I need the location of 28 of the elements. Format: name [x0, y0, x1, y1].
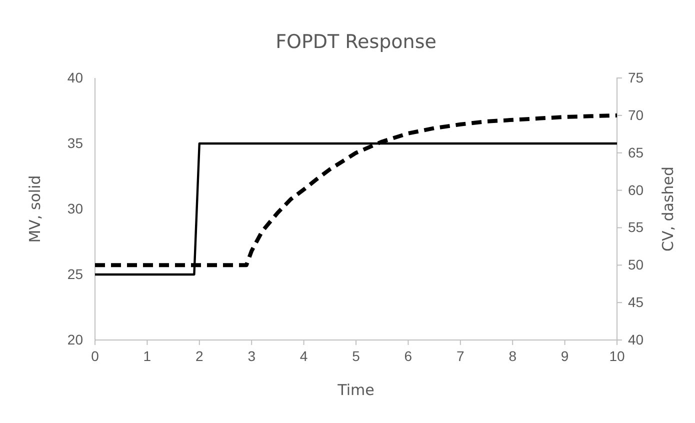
x-tick-label: 3: [248, 348, 256, 364]
x-tick-label: 2: [196, 348, 204, 364]
x-axis-title: Time: [336, 381, 374, 399]
x-tick-label: 0: [91, 348, 100, 364]
y2-tick-label: 75: [628, 69, 644, 86]
x-tick-label: 6: [404, 348, 412, 364]
y2-tick-label: 60: [628, 182, 644, 198]
x-tick-label: 5: [352, 348, 360, 364]
x-tick-label: 10: [609, 348, 625, 364]
x-tick-label: 8: [508, 348, 517, 364]
y2-tick-label: 65: [628, 144, 644, 160]
y-tick-label: 30: [67, 200, 84, 216]
y2-tick-label: 50: [628, 256, 644, 273]
x-tick-label: 7: [456, 348, 464, 364]
x-tick-label: 4: [300, 348, 308, 364]
y-tick-label: 25: [67, 266, 84, 282]
x-tick-label: 9: [560, 348, 569, 364]
y-tick-label: 40: [67, 69, 84, 86]
chart-title: FOPDT Response: [276, 31, 436, 53]
x-tick-label: 1: [143, 348, 152, 364]
y2-tick-label: 45: [628, 294, 644, 310]
y-tick-label: 20: [67, 331, 84, 348]
y2-tick-label: 40: [628, 331, 644, 348]
y2-tick-label: 55: [628, 219, 644, 236]
y2-tick-label: 70: [628, 106, 644, 123]
y-axis-title: MV, solid: [26, 175, 44, 243]
y2-axis-title: CV, dashed: [659, 166, 677, 252]
y-tick-label: 35: [67, 134, 84, 151]
